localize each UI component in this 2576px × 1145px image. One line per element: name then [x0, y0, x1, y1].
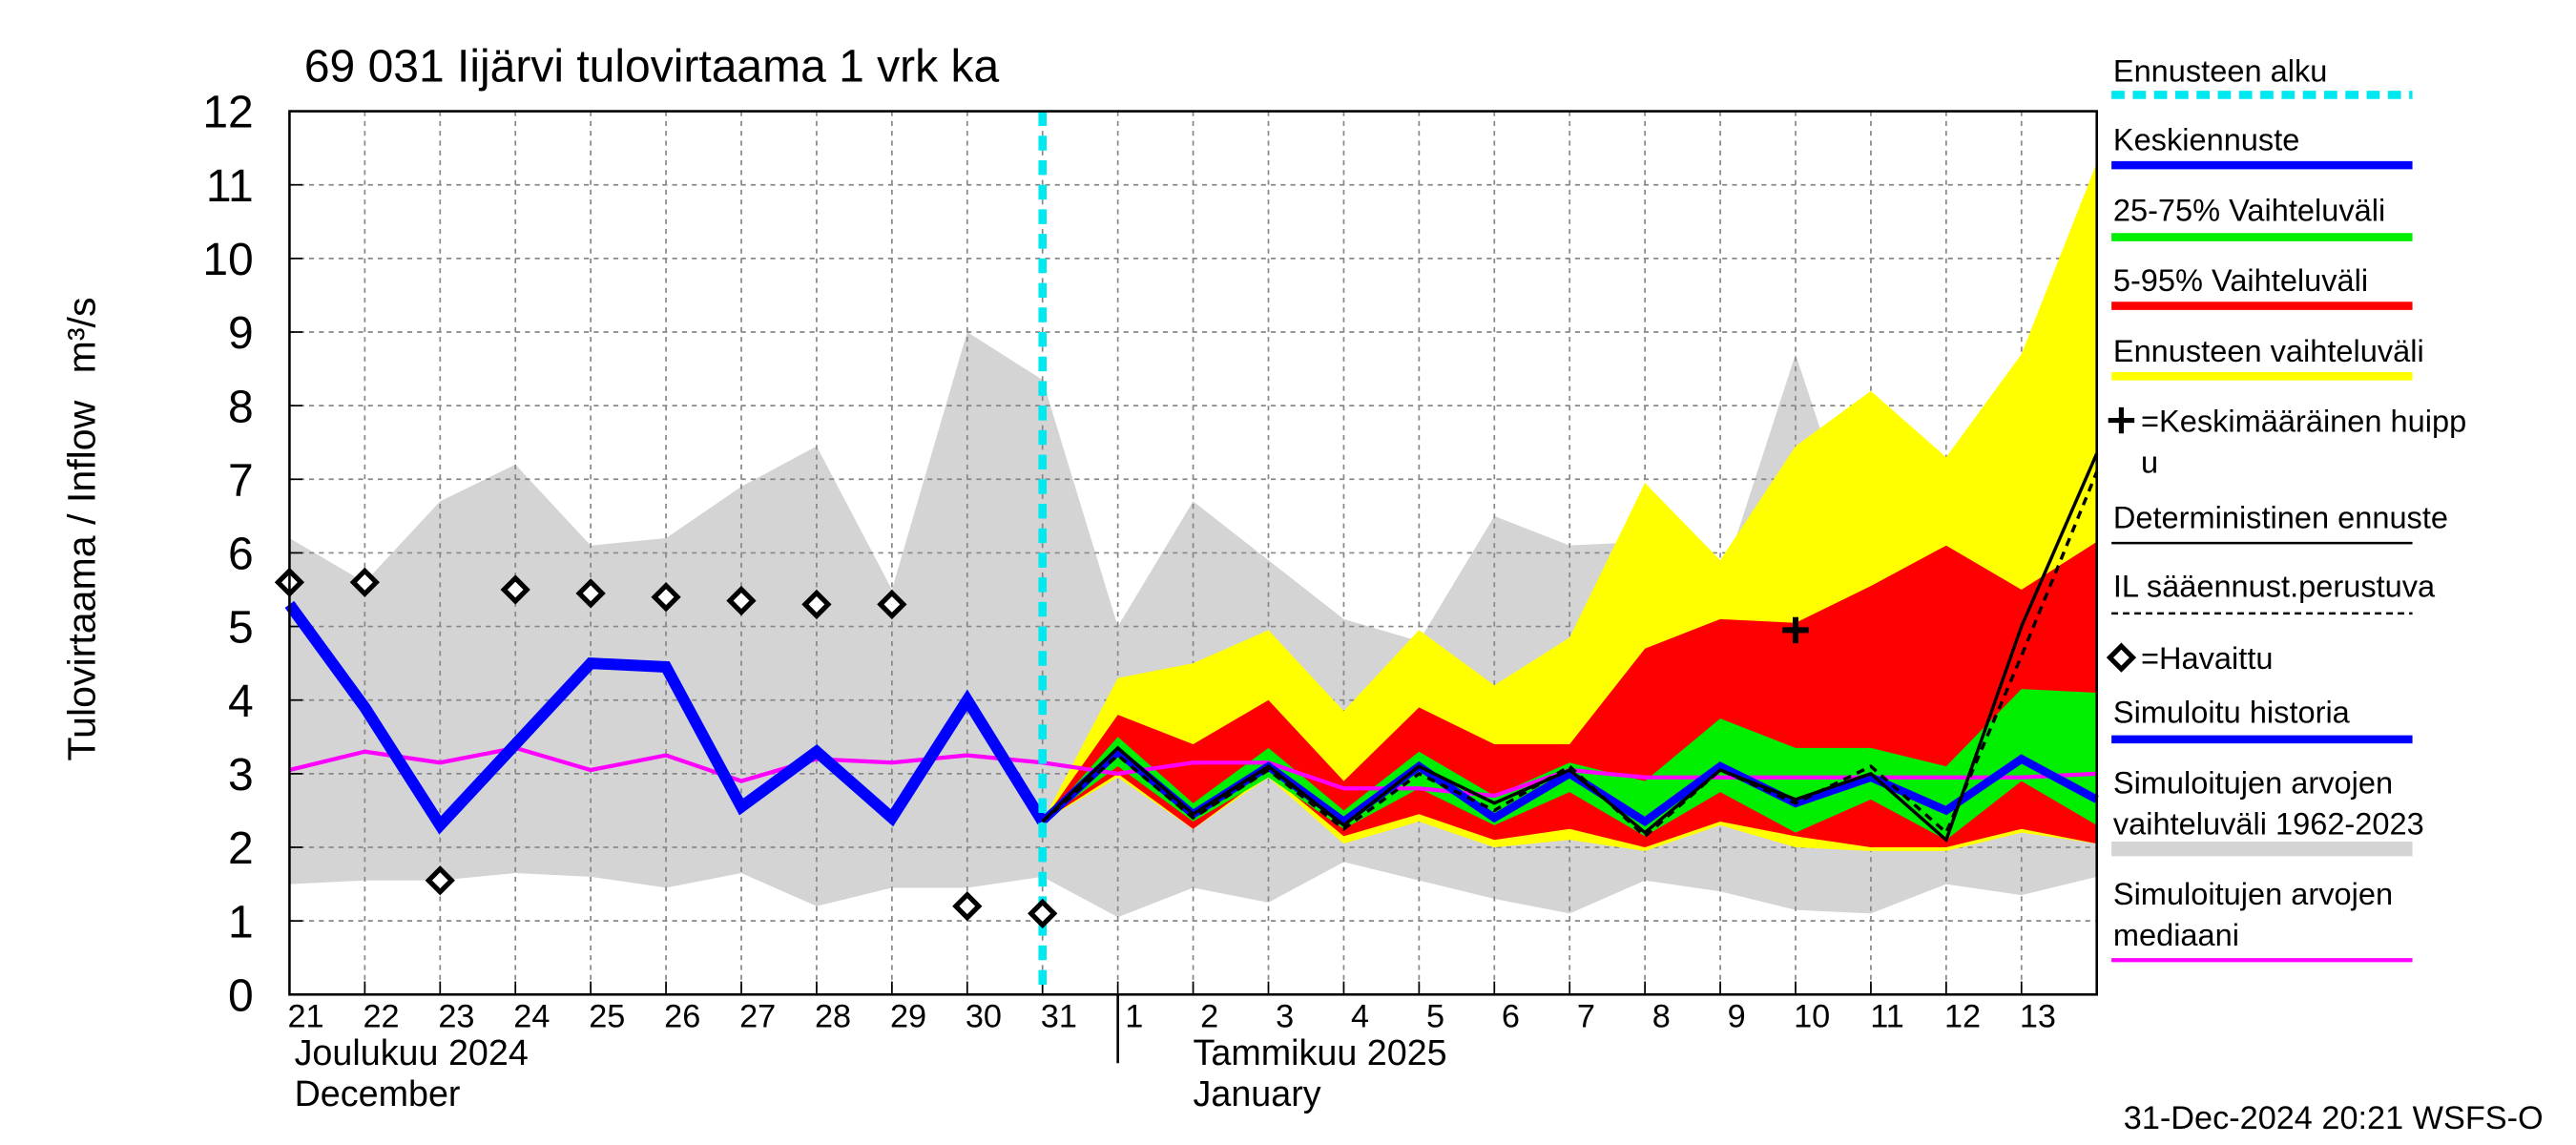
y-tick-label: 7	[228, 455, 254, 506]
month-label: Joulukuu 2024	[295, 1032, 529, 1072]
y-tick-label: 1	[228, 897, 254, 947]
legend-label: Deterministinen ennuste	[2113, 501, 2448, 535]
y-axis-label: Tulovirtaama / Inflow	[59, 400, 103, 760]
y-axis-unit: m³/s	[59, 297, 103, 373]
x-tick-label: 10	[1794, 999, 1830, 1035]
y-tick-label: 11	[206, 161, 254, 212]
month-label: Tammikuu 2025	[1194, 1032, 1447, 1072]
x-tick-label: 8	[1652, 999, 1671, 1035]
legend-label: mediaani	[2113, 918, 2239, 952]
x-tick-label: 24	[513, 999, 550, 1035]
legend-label: u	[2141, 445, 2158, 479]
x-tick-label: 9	[1728, 999, 1746, 1035]
y-tick-label: 3	[228, 750, 254, 801]
x-tick-label: 31	[1041, 999, 1077, 1035]
observed-point	[877, 589, 907, 620]
legend-label: 5-95% Vaihteluväli	[2113, 263, 2368, 298]
x-tick-label: 25	[589, 999, 625, 1035]
y-tick-label: 9	[228, 308, 254, 359]
x-tick-label: 3	[1276, 999, 1294, 1035]
series-line	[288, 745, 2097, 799]
x-tick-label: 5	[1426, 999, 1444, 1035]
x-tick-label: 1	[1125, 999, 1143, 1035]
legend-label: Ennusteen alku	[2113, 54, 2328, 89]
legend-label: vaihteluväli 1962-2023	[2113, 806, 2424, 841]
y-tick-label: 2	[228, 823, 254, 874]
series-line	[1041, 452, 2099, 843]
chart-title: 69 031 Iijärvi tulovirtaama 1 vrk ka	[304, 42, 1000, 93]
x-tick-label: 28	[815, 999, 851, 1035]
observed-point	[952, 891, 983, 922]
x-tick-label: 21	[288, 999, 324, 1035]
y-tick-label: 10	[202, 235, 253, 285]
x-tick-label: 30	[966, 999, 1002, 1035]
legend-label: Simuloitu historia	[2113, 696, 2351, 730]
x-tick-label: 26	[664, 999, 700, 1035]
observed-point	[349, 567, 380, 597]
x-tick-label: 13	[2020, 999, 2056, 1035]
mean-peak	[1782, 616, 1809, 644]
observed-point	[500, 574, 530, 605]
legend-label: Ennusteen vaihteluväli	[2113, 334, 2424, 368]
x-tick-label: 12	[1944, 999, 1981, 1035]
month-label: December	[295, 1073, 461, 1114]
series-line	[1041, 470, 2099, 839]
x-tick-label: 4	[1351, 999, 1369, 1035]
x-tick-label: 11	[1870, 999, 1904, 1035]
legend-label: Simuloitujen arvojen	[2113, 765, 2393, 800]
x-tick-label: 6	[1502, 999, 1520, 1035]
observed-point	[801, 589, 832, 620]
y-tick-label: 4	[228, 677, 254, 727]
x-tick-label: 27	[739, 999, 776, 1035]
y-tick-label: 5	[228, 603, 254, 654]
y-tick-label: 6	[228, 530, 254, 580]
observed-point	[1028, 898, 1058, 929]
legend-label: IL sääennust.perustuva	[2113, 570, 2436, 604]
observed-point	[726, 585, 757, 616]
plot-frame	[288, 110, 2098, 996]
observed-point	[425, 865, 455, 896]
y-tick-label: 0	[228, 970, 254, 1021]
y-tick-label: 8	[228, 382, 254, 432]
x-tick-label: 23	[438, 999, 474, 1035]
observed-point	[575, 578, 606, 609]
x-tick-label: 29	[890, 999, 926, 1035]
y-tick-label: 12	[202, 88, 253, 138]
legend-label: Keskiennuste	[2113, 123, 2300, 157]
x-tick-label: 2	[1200, 999, 1218, 1035]
x-tick-label: 7	[1577, 999, 1595, 1035]
legend-symbol	[2108, 406, 2135, 434]
range-band	[1042, 689, 2097, 841]
legend-label: Simuloitujen arvojen	[2113, 877, 2393, 911]
legend-label: 25-75% Vaihteluväli	[2113, 193, 2385, 227]
legend-label: =Keskimääräinen huipp	[2141, 405, 2466, 439]
legend-label: =Havaittu	[2141, 641, 2273, 676]
history-line	[284, 600, 1048, 835]
month-label: January	[1194, 1073, 1321, 1114]
observed-point	[651, 582, 681, 613]
x-tick-label: 22	[363, 999, 399, 1035]
legend-symbol	[2106, 642, 2137, 673]
footer: 31-Dec-2024 20:21 WSFS-O	[2124, 1100, 2544, 1136]
